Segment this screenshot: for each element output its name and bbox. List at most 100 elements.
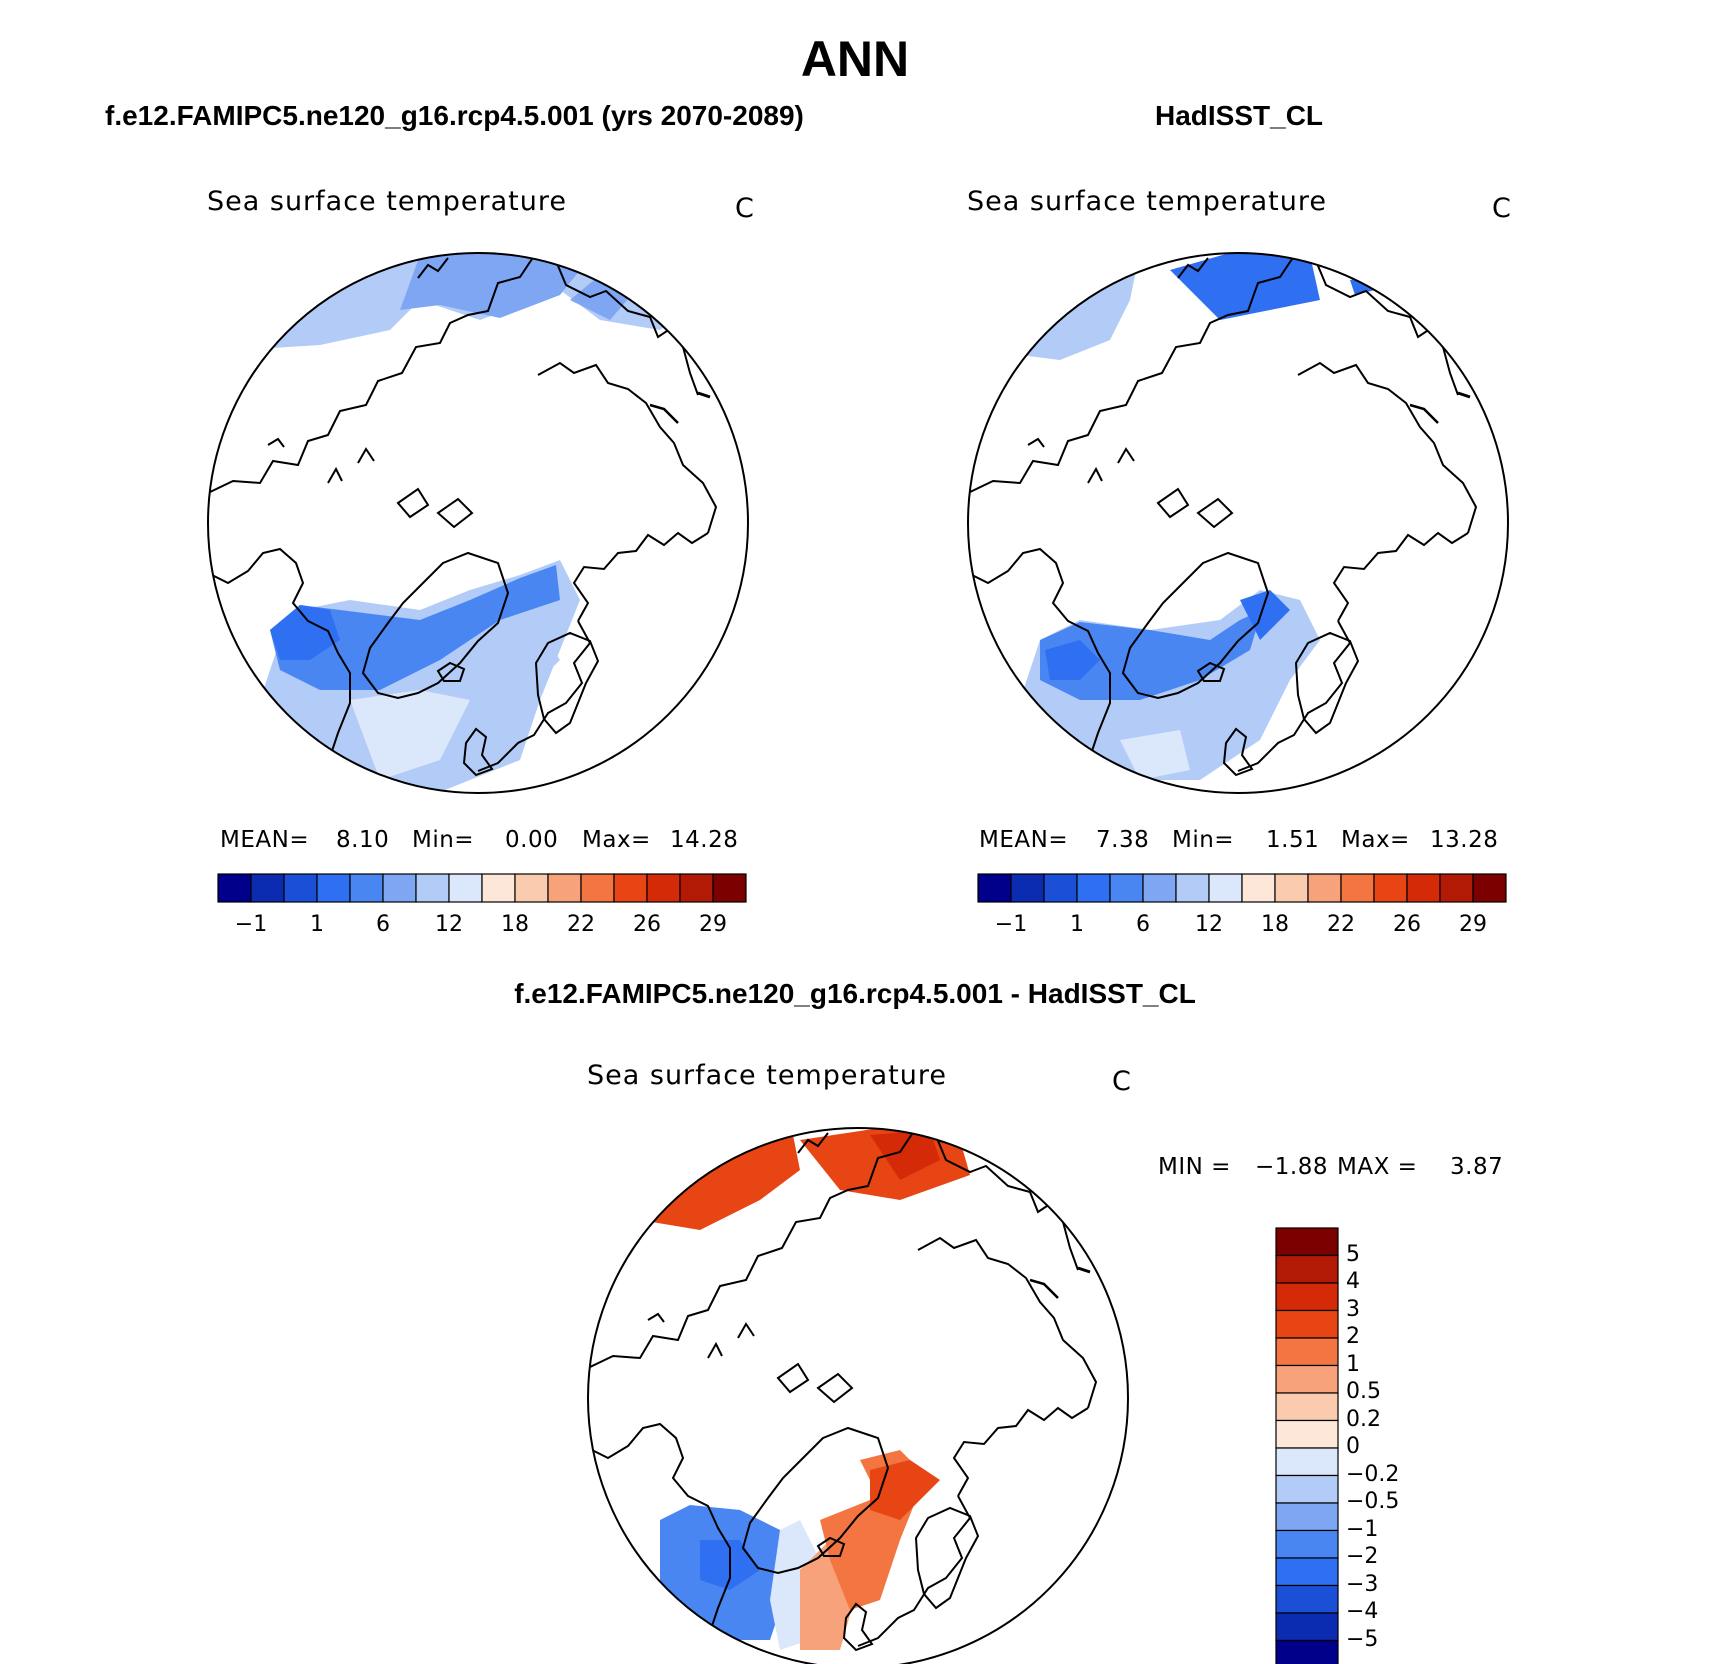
left-colorbar-swatch bbox=[481, 873, 516, 903]
left-colorbar-tick-label: 12 bbox=[435, 912, 463, 937]
left-min-value: 0.00 bbox=[505, 827, 559, 853]
figure-title: ANN bbox=[800, 31, 910, 87]
diff-colorbar-swatch bbox=[1275, 1227, 1339, 1257]
right-colorbar-tick-label: 26 bbox=[1393, 912, 1421, 937]
left-colorbar-swatch bbox=[217, 873, 252, 903]
left-map-boundary bbox=[207, 252, 749, 794]
right-panel-case-title: HadISST_CL bbox=[1155, 100, 1324, 131]
left-colorbar-swatch bbox=[250, 873, 285, 903]
diff-colorbar-swatch bbox=[1275, 1584, 1339, 1614]
left-panel-units: C bbox=[735, 193, 754, 224]
left-colorbar-swatch bbox=[514, 873, 549, 903]
diff-colorbar-label: 2 bbox=[1346, 1324, 1360, 1349]
left-mean-label: MEAN= bbox=[220, 827, 310, 853]
diff-colorbar bbox=[1275, 1227, 1339, 1664]
diff-colorbar-label: 0.5 bbox=[1346, 1379, 1381, 1404]
left-panel-variable: Sea surface temperature bbox=[207, 186, 567, 217]
left-colorbar-swatch bbox=[349, 873, 384, 903]
diff-colorbar-swatch bbox=[1275, 1529, 1339, 1559]
left-colorbar-tick-label: 29 bbox=[699, 912, 727, 937]
diff-colorbar-swatch bbox=[1275, 1639, 1339, 1664]
right-max-value: 13.28 bbox=[1430, 827, 1499, 853]
right-min-value: 1.51 bbox=[1266, 827, 1320, 853]
left-colorbar-swatch bbox=[580, 873, 615, 903]
right-colorbar-swatch bbox=[1142, 873, 1177, 903]
right-colorbar-swatch bbox=[1010, 873, 1045, 903]
left-colorbar-swatch bbox=[283, 873, 318, 903]
diff-colorbar-swatch bbox=[1275, 1254, 1339, 1284]
left-colorbar-tick-label: −1 bbox=[234, 912, 268, 937]
right-colorbar-swatch bbox=[1472, 873, 1507, 903]
diff-colorbar-label: −2 bbox=[1346, 1544, 1379, 1569]
diff-colorbar-label: 5 bbox=[1346, 1241, 1360, 1267]
diff-colorbar-swatch bbox=[1275, 1502, 1339, 1532]
diff-panel-variable: Sea surface temperature bbox=[587, 1060, 947, 1091]
left-mean-value: 8.10 bbox=[336, 827, 390, 853]
diff-panel-units: C bbox=[1112, 1066, 1131, 1097]
diff-colorbar-label: −1 bbox=[1346, 1516, 1379, 1542]
diff-max-label: MAX = bbox=[1337, 1154, 1418, 1180]
right-colorbar-tick-label: 6 bbox=[1136, 912, 1150, 937]
diff-max-value: 3.87 bbox=[1450, 1154, 1504, 1180]
diff-colorbar-swatch bbox=[1275, 1557, 1339, 1587]
right-mean-value: 7.38 bbox=[1096, 827, 1150, 853]
right-colorbar bbox=[977, 873, 1507, 903]
right-colorbar-swatch bbox=[1241, 873, 1276, 903]
left-colorbar-tick-label: 6 bbox=[376, 912, 390, 937]
diff-colorbar-label: 1 bbox=[1346, 1351, 1360, 1377]
diff-colorbar-swatch bbox=[1275, 1447, 1339, 1477]
left-colorbar-swatch bbox=[547, 873, 582, 903]
right-colorbar-swatch bbox=[1439, 873, 1474, 903]
left-colorbar bbox=[217, 873, 747, 903]
left-colorbar-swatch bbox=[679, 873, 714, 903]
right-colorbar-swatch bbox=[1340, 873, 1375, 903]
diff-colorbar-swatch bbox=[1275, 1309, 1339, 1339]
diff-map-boundary bbox=[587, 1127, 1129, 1664]
left-colorbar-tick-label: 26 bbox=[633, 912, 661, 937]
diff-colorbar-label: 3 bbox=[1346, 1296, 1360, 1322]
diff-map bbox=[588, 1128, 1128, 1664]
diff-colorbar-swatch bbox=[1275, 1419, 1339, 1449]
diff-colorbar-label: 4 bbox=[1346, 1269, 1360, 1294]
right-colorbar-swatch bbox=[1109, 873, 1144, 903]
right-panel-units: C bbox=[1492, 193, 1511, 224]
diff-colorbar-label: 0.2 bbox=[1346, 1406, 1381, 1432]
right-colorbar-tick-label: 1 bbox=[1070, 912, 1084, 937]
diff-colorbar-label: −4 bbox=[1346, 1599, 1379, 1624]
left-colorbar-tick-label: 22 bbox=[567, 912, 595, 937]
left-colorbar-swatch bbox=[382, 873, 417, 903]
left-colorbar-swatch bbox=[646, 873, 681, 903]
diff-colorbar-swatch bbox=[1275, 1282, 1339, 1312]
right-colorbar-swatch bbox=[1175, 873, 1210, 903]
left-colorbar-swatch bbox=[613, 873, 648, 903]
right-map bbox=[968, 253, 1508, 793]
right-min-label: Min= bbox=[1172, 827, 1235, 853]
right-colorbar-tick-label: 29 bbox=[1459, 912, 1487, 937]
diff-colorbar-swatch bbox=[1275, 1612, 1339, 1642]
right-panel-variable: Sea surface temperature bbox=[967, 186, 1327, 217]
diff-colorbar-swatch bbox=[1275, 1337, 1339, 1367]
diff-min-value: −1.88 bbox=[1255, 1154, 1328, 1180]
right-colorbar-swatch bbox=[1208, 873, 1243, 903]
diff-colorbar-label: −0.5 bbox=[1346, 1489, 1400, 1514]
diff-colorbar-label: 0 bbox=[1346, 1434, 1360, 1459]
right-colorbar-swatch bbox=[1307, 873, 1342, 903]
right-mean-label: MEAN= bbox=[979, 827, 1069, 853]
left-colorbar-swatch bbox=[712, 873, 747, 903]
right-colorbar-swatch bbox=[1076, 873, 1111, 903]
right-colorbar-tick-label: 12 bbox=[1195, 912, 1223, 937]
diff-min-label: MIN = bbox=[1158, 1154, 1231, 1180]
diff-colorbar-swatch bbox=[1275, 1474, 1339, 1504]
diff-colorbar-swatch bbox=[1275, 1392, 1339, 1422]
right-colorbar-tick-label: 22 bbox=[1327, 912, 1355, 937]
left-map bbox=[208, 253, 748, 793]
diff-colorbar-label: −3 bbox=[1346, 1571, 1379, 1597]
left-colorbar-swatch bbox=[316, 873, 351, 903]
right-colorbar-swatch bbox=[1373, 873, 1408, 903]
left-colorbar-tick-label: 1 bbox=[310, 912, 324, 937]
diff-colorbar-label: −5 bbox=[1346, 1626, 1379, 1652]
left-panel-case-title: f.e12.FAMIPC5.ne120_g16.rcp4.5.001 (yrs … bbox=[105, 100, 804, 131]
right-colorbar-swatch bbox=[1406, 873, 1441, 903]
diff-panel-case-title: f.e12.FAMIPC5.ne120_g16.rcp4.5.001 - Had… bbox=[514, 978, 1196, 1009]
right-colorbar-swatch bbox=[977, 873, 1012, 903]
